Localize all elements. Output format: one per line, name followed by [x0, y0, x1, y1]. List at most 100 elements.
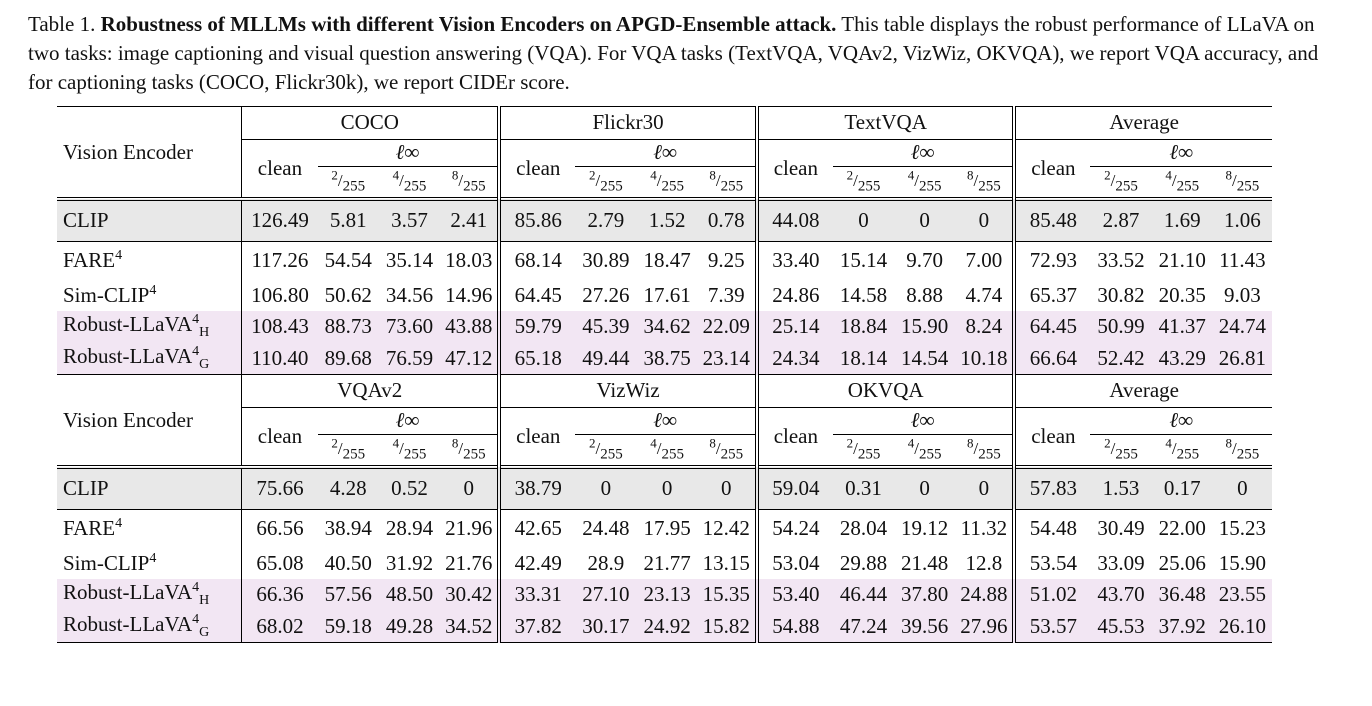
table-cell: 40.50: [324, 550, 372, 575]
table-cell: 2.41: [440, 196, 500, 241]
epsilon-header: 8/255: [440, 434, 499, 467]
table-cell: 31.92: [385, 550, 434, 575]
table-cell: 66.64: [1012, 342, 1091, 375]
table-cell: 26.81: [1212, 342, 1272, 375]
epsilon-fraction: 8/255: [451, 167, 486, 195]
table-cell: 19.12: [894, 508, 956, 548]
group-header: Flickr30: [497, 106, 757, 140]
table-cell: 57.56: [317, 579, 379, 611]
table-cell: 0: [1212, 464, 1272, 509]
clean-header: clean: [1012, 407, 1091, 467]
table-cell: 27.10: [575, 579, 637, 611]
table-cell: 4.28: [317, 464, 379, 509]
epsilon-fraction: 2/255: [1104, 167, 1138, 195]
table-cell: 30.89: [575, 240, 637, 280]
table-cell: 2.87: [1090, 196, 1152, 241]
table-cell: 45.39: [575, 311, 637, 343]
epsilon-header: 2/255: [575, 434, 636, 467]
table-cell: 0: [955, 464, 1015, 509]
table-cell: 15.23: [1212, 508, 1272, 548]
epsilon-fraction: 8/255: [709, 435, 744, 463]
table-cell: 21.96: [440, 508, 500, 548]
epsilon-fraction: 8/255: [451, 435, 486, 463]
epsilon-fraction: 4/255: [1165, 435, 1200, 463]
table-cell: 110.40: [241, 342, 318, 375]
table-row-clip: CLIP 126.49 5.81 3.57 2.41 85.86 2.79 1.52 0.78 4…: [57, 196, 1272, 241]
table-cell: 38.75: [636, 342, 698, 375]
table-cell: 45.53: [1090, 610, 1152, 643]
table-cell: 43.70: [1090, 579, 1152, 611]
header-epsilon-row: 2/255 4/255 8/255 2/255 4/255 8/255 2/255 4/255…: [57, 434, 1272, 467]
table-cell: 76.59: [378, 342, 441, 375]
table-cell: 59.18: [317, 610, 379, 643]
table-cell: 54.24: [754, 508, 833, 548]
table-row: Robust-LLaVA4G 110.40 89.68 76.59 47.12 65.18…: [57, 342, 1272, 375]
table-cell: 106.80: [241, 279, 318, 311]
table-cell: 0: [636, 464, 698, 509]
epsilon-fraction: 8/255: [966, 167, 1001, 195]
table-cell: 39.56: [894, 610, 956, 643]
table-cell: 24.92: [636, 610, 698, 643]
table-cell: 0.78: [697, 196, 757, 241]
table-cell: 54.54: [317, 240, 379, 280]
epsilon-header: 4/255: [1152, 166, 1213, 199]
table-cell: 17.95: [636, 508, 698, 548]
table-cell: 5.81: [317, 196, 379, 241]
table-cell: 14.96: [445, 282, 493, 307]
table-cell: 57.83: [1012, 464, 1091, 509]
epsilon-header: 2/255: [833, 166, 894, 199]
table-cell: 108.43: [241, 311, 318, 343]
row-label: Sim-CLIP4: [63, 282, 157, 307]
linf-header: ℓ∞: [1090, 407, 1272, 435]
table-cell: 15.90: [1218, 550, 1267, 575]
epsilon-fraction: 4/255: [907, 435, 942, 463]
header-group-row: Vision Encoder VQAv2 VizWiz OKVQA Average: [57, 374, 1272, 467]
table-cell: 1.52: [636, 196, 698, 241]
table-cell: 85.48: [1012, 196, 1091, 241]
table-cell: 12.8: [965, 550, 1003, 575]
table-cell: 0.31: [832, 464, 895, 509]
table-cell: 53.54: [1012, 547, 1091, 579]
table-cell: 24.34: [754, 342, 833, 375]
table-cell: 21.76: [445, 550, 493, 575]
clean-header: clean: [754, 407, 833, 467]
epsilon-header: 4/255: [894, 166, 955, 199]
epsilon-fraction: 8/255: [966, 435, 1001, 463]
table-cell: 11.32: [955, 508, 1015, 548]
caption-title: Robustness of MLLMs with different Visio…: [100, 12, 837, 36]
table-cell: 37.80: [894, 579, 956, 611]
table-cell: 53.57: [1012, 610, 1091, 643]
table-caption: Table 1. Robustness of MLLMs with differ…: [28, 10, 1328, 97]
table-cell: 64.45: [497, 279, 576, 311]
table-row: FARE4 66.56 38.94 28.94 21.96 42.65 24.48 17.95…: [57, 508, 1272, 548]
table-cell: 8.88: [906, 282, 944, 307]
table-cell: 0.17: [1151, 464, 1213, 509]
row-label: CLIP: [57, 464, 242, 509]
row-label: CLIP: [57, 196, 242, 241]
table-cell: 27.26: [582, 282, 630, 307]
epsilon-header: 8/255: [440, 166, 499, 199]
table-cell: 43.88: [440, 311, 500, 343]
epsilon-header: 4/255: [636, 166, 697, 199]
clean-header: clean: [1012, 139, 1091, 199]
epsilon-fraction: 4/255: [907, 167, 942, 195]
row-label: FARE4: [57, 508, 242, 548]
epsilon-header: 2/255: [833, 434, 894, 467]
table-cell: 30.42: [440, 579, 500, 611]
table-cell: 9.03: [1224, 282, 1261, 307]
epsilon-header: 4/255: [1152, 434, 1213, 467]
table-cell: 27.96: [955, 610, 1015, 643]
row-label: Robust-LLaVA4H: [57, 579, 242, 611]
table-cell: 26.10: [1212, 610, 1272, 643]
epsilon-header: 4/255: [379, 434, 440, 467]
table-cell: 48.50: [378, 579, 441, 611]
table-cell: 34.52: [440, 610, 500, 643]
linf-header: ℓ∞: [832, 139, 1015, 167]
epsilon-fraction: 4/255: [650, 167, 684, 195]
epsilon-fraction: 8/255: [1225, 435, 1260, 463]
header-group-row: Vision Encoder COCO Flickr30 TextVQA Average: [57, 106, 1272, 199]
table-cell: 47.12: [440, 342, 500, 375]
table-cell: 0: [894, 196, 956, 241]
linf-header: ℓ∞: [575, 139, 757, 167]
table-cell: 0.52: [378, 464, 441, 509]
